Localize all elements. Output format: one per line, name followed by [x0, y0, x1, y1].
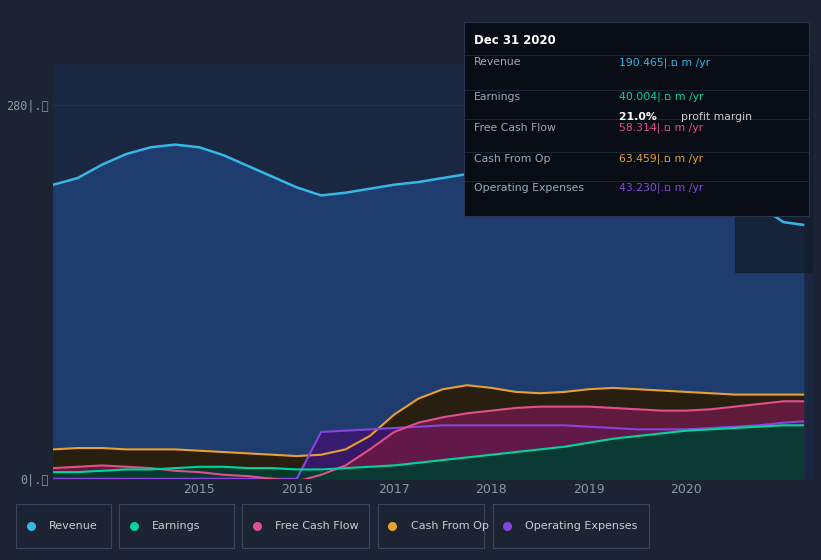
Text: Earnings: Earnings	[152, 521, 200, 531]
Text: 58.314|.ם m /yr: 58.314|.ם m /yr	[619, 123, 703, 133]
Text: Free Cash Flow: Free Cash Flow	[275, 521, 359, 531]
Text: Revenue: Revenue	[49, 521, 98, 531]
Text: Operating Expenses: Operating Expenses	[525, 521, 638, 531]
Text: Dec 31 2020: Dec 31 2020	[475, 34, 556, 47]
Text: Cash From Op: Cash From Op	[410, 521, 488, 531]
Text: Earnings: Earnings	[475, 92, 521, 102]
Text: Free Cash Flow: Free Cash Flow	[475, 123, 556, 133]
Text: 40.004|.ם m /yr: 40.004|.ם m /yr	[619, 92, 704, 102]
Text: 190.465|.ם m /yr: 190.465|.ם m /yr	[619, 57, 710, 68]
Text: 21.0%: 21.0%	[619, 112, 661, 122]
Text: Operating Expenses: Operating Expenses	[475, 183, 585, 193]
Text: Cash From Op: Cash From Op	[475, 154, 551, 164]
Text: 43.230|.ם m /yr: 43.230|.ם m /yr	[619, 183, 704, 193]
Text: 63.459|.ם m /yr: 63.459|.ם m /yr	[619, 154, 703, 164]
Bar	[735, 64, 813, 272]
Text: Revenue: Revenue	[475, 57, 521, 67]
Text: profit margin: profit margin	[681, 112, 752, 122]
